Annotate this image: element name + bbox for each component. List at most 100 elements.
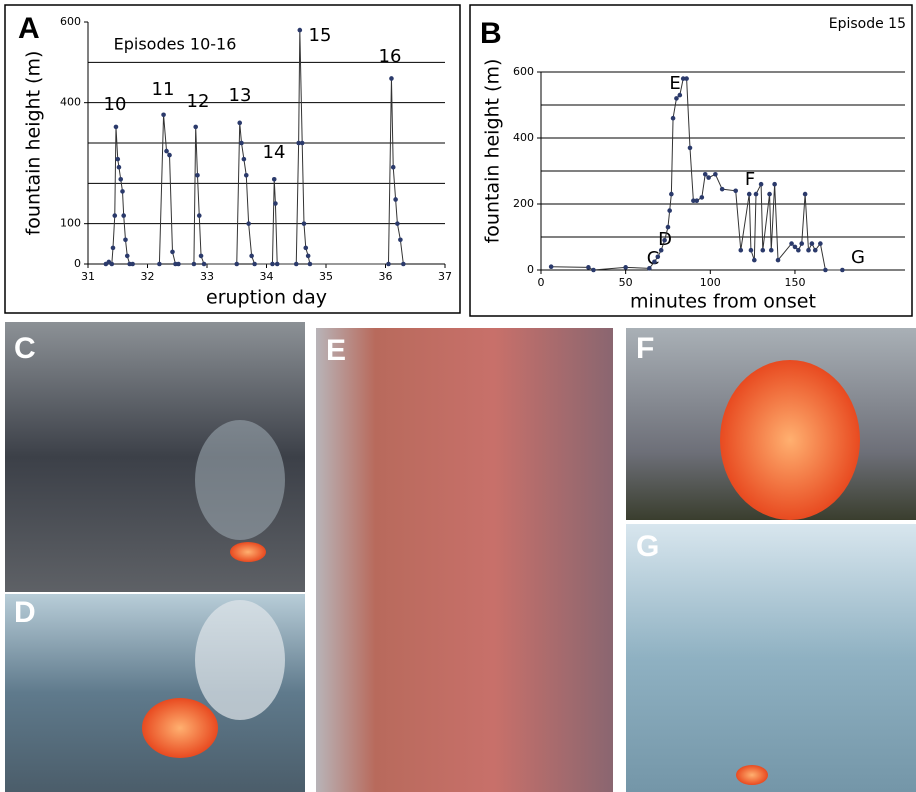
data-point xyxy=(789,241,794,246)
data-point xyxy=(769,248,774,253)
panel-label: B xyxy=(480,17,502,50)
data-point xyxy=(733,189,738,194)
data-point xyxy=(308,262,313,267)
data-point xyxy=(667,208,672,213)
data-point xyxy=(666,225,671,230)
data-point xyxy=(118,177,123,182)
data-point xyxy=(272,177,277,182)
data-line xyxy=(106,30,404,264)
x-tick-label: 33 xyxy=(200,270,214,283)
data-point xyxy=(652,259,657,264)
data-point xyxy=(195,173,200,178)
x-tick-label: 31 xyxy=(81,270,95,283)
data-point xyxy=(164,149,169,154)
data-point xyxy=(796,248,801,253)
annotation: G xyxy=(851,247,865,268)
data-point xyxy=(684,76,689,81)
data-point xyxy=(669,192,674,197)
x-tick-label: 50 xyxy=(619,276,633,289)
data-line xyxy=(551,79,842,270)
data-point xyxy=(125,254,130,259)
data-point xyxy=(749,248,754,253)
data-point xyxy=(759,182,764,187)
data-point xyxy=(760,248,765,253)
data-point xyxy=(302,221,307,226)
data-point xyxy=(246,221,251,226)
photos xyxy=(5,322,916,792)
data-point xyxy=(123,238,128,243)
data-point xyxy=(389,76,394,81)
annotation: 12 xyxy=(187,91,210,112)
data-point xyxy=(395,221,400,226)
data-point xyxy=(803,192,808,197)
panel-label: F xyxy=(636,332,654,365)
data-point xyxy=(623,265,628,270)
data-point xyxy=(298,28,303,33)
data-point xyxy=(671,116,676,121)
photo xyxy=(316,328,613,792)
data-point xyxy=(747,192,752,197)
x-tick-label: 0 xyxy=(538,276,545,289)
plume xyxy=(195,600,285,720)
data-point xyxy=(767,192,772,197)
data-point xyxy=(306,254,311,259)
data-point xyxy=(647,266,652,271)
data-point xyxy=(303,246,308,251)
data-point xyxy=(738,248,743,253)
data-point xyxy=(703,172,708,177)
annotation: 14 xyxy=(263,142,286,163)
annotation: 10 xyxy=(104,94,127,115)
annotation: 11 xyxy=(152,79,175,100)
x-axis-label: eruption day xyxy=(206,287,327,309)
data-point xyxy=(157,262,162,267)
plume xyxy=(195,420,285,540)
x-tick-label: 35 xyxy=(319,270,333,283)
x-tick-label: 34 xyxy=(260,270,274,283)
data-point xyxy=(117,165,122,170)
data-point xyxy=(840,268,845,273)
data-point xyxy=(176,262,181,267)
data-point xyxy=(772,182,777,187)
x-tick-label: 32 xyxy=(141,270,155,283)
y-tick-label: 600 xyxy=(513,65,534,78)
data-point xyxy=(199,254,204,259)
panel-label: A xyxy=(18,12,40,45)
data-point xyxy=(591,268,596,273)
data-point xyxy=(112,213,117,218)
data-point xyxy=(197,213,202,218)
data-point xyxy=(244,173,249,178)
lava xyxy=(230,542,266,562)
chart-title: Episodes 10-16 xyxy=(114,35,237,54)
data-point xyxy=(115,157,120,162)
data-point xyxy=(239,141,244,146)
data-point xyxy=(813,248,818,253)
data-point xyxy=(202,262,207,267)
data-point xyxy=(713,172,718,177)
y-axis-label: fountain height (m) xyxy=(482,59,504,244)
annotation: 16 xyxy=(379,46,402,67)
x-axis-label: minutes from onset xyxy=(630,291,816,313)
y-tick-label: 0 xyxy=(527,263,534,276)
data-point xyxy=(799,241,804,246)
x-tick-label: 36 xyxy=(379,270,393,283)
x-tick-label: 150 xyxy=(784,276,805,289)
data-point xyxy=(386,262,391,267)
data-point xyxy=(549,264,554,269)
y-tick-label: 200 xyxy=(513,197,534,210)
data-point xyxy=(793,245,798,250)
data-point xyxy=(706,175,711,180)
x-tick-label: 100 xyxy=(700,276,721,289)
data-point xyxy=(275,262,280,267)
y-tick-label: 600 xyxy=(60,15,81,28)
data-point xyxy=(237,121,242,126)
data-point xyxy=(659,248,664,253)
data-point xyxy=(393,197,398,202)
panel-label: E xyxy=(326,334,346,367)
data-point xyxy=(662,238,667,243)
data-point xyxy=(810,241,815,246)
y-axis-label: fountain height (m) xyxy=(23,51,45,236)
data-point xyxy=(586,265,591,270)
data-point xyxy=(192,262,197,267)
y-tick-label: 100 xyxy=(60,217,81,230)
data-point xyxy=(167,153,172,158)
